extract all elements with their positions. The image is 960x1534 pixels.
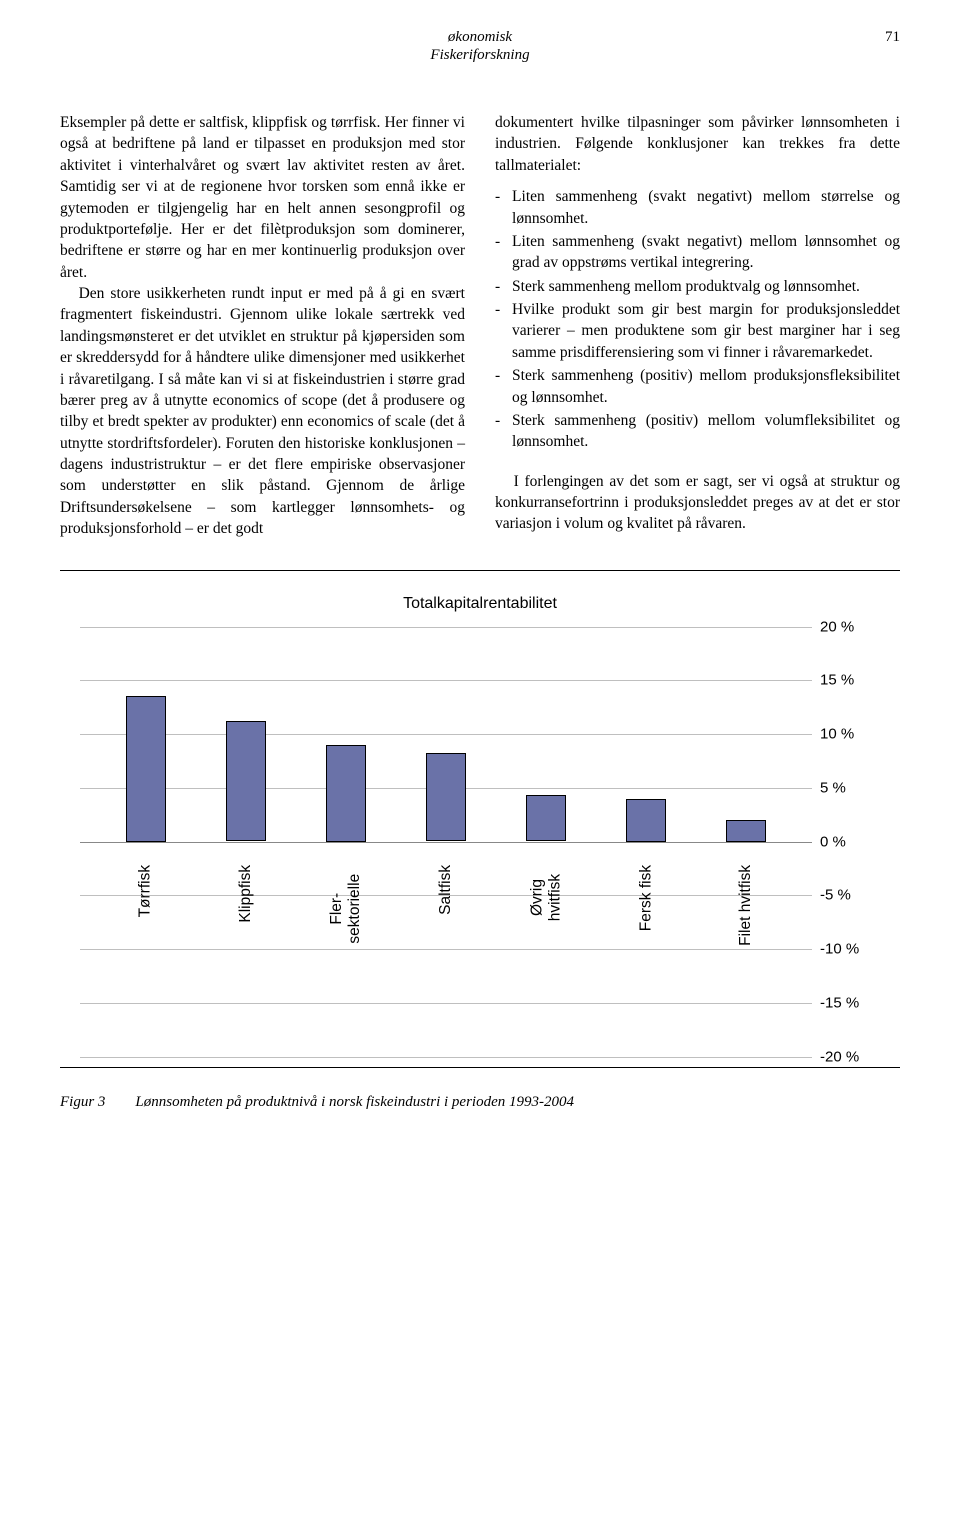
left-paragraph-2: Den store usikkerheten rundt input er me… [60,283,465,540]
bar-slot-6: Filet hvitfisk [696,627,796,1057]
category-label-2: Fler-sektorielle [328,873,364,943]
left-paragraph-1: Eksempler på dette er saltfisk, klippfis… [60,112,465,283]
y-tick-label: -20 % [820,1048,859,1065]
page-header: 71 økonomisk Fiskeriforskning [60,28,900,64]
right-intro: dokumentert hvilke tilpasninger som påvi… [495,112,900,176]
category-label-1: Klippfisk [237,864,255,922]
bar-slot-1: Klippfisk [196,627,296,1057]
y-tick-label: -15 % [820,994,859,1011]
bar-slot-5: Fersk fisk [596,627,696,1057]
bottom-rule [60,1067,900,1068]
bar-0 [126,696,166,841]
bullet-item-1: Liten sammenheng (svakt negativt) mellom… [495,231,900,274]
category-label-0: Tørrfisk [137,864,155,917]
y-tick-label: -10 % [820,941,859,958]
chart-plot: Tørrfisk Klippfisk Fler-sektorielle Saltfis… [80,627,812,1057]
figure-caption: Figur 3 Lønnsomheten på produktnivå i no… [60,1094,900,1111]
figure-text: Lønnsomheten på produktnivå i norsk fisk… [135,1094,574,1111]
right-column: dokumentert hvilke tilpasninger som påvi… [495,112,900,540]
bullet-item-5: Sterk sammenheng (positiv) mellom volumf… [495,410,900,453]
bar-4 [526,795,566,841]
bars-row: Tørrfisk Klippfisk Fler-sektorielle Saltfis… [96,627,796,1057]
bullet-list: Liten sammenheng (svakt negativt) mellom… [495,186,900,453]
category-label-5: Fersk fisk [637,864,655,930]
figure-number: Figur 3 [60,1094,105,1111]
left-column: Eksempler på dette er saltfisk, klippfis… [60,112,465,540]
page-number: 71 [885,28,900,46]
bar-2 [326,745,366,842]
y-tick-label: 20 % [820,618,854,635]
bar-slot-4: Øvrighvitfisk [496,627,596,1057]
bar-slot-3: Saltfisk [396,627,496,1057]
category-label-3: Saltfisk [437,864,455,914]
chart-block: Totalkapitalrentabilitet Tørrfisk Klippfi… [60,571,900,1067]
y-tick-label: -5 % [820,887,851,904]
category-label-6: Filet hvitfisk [737,864,755,945]
bar-3 [426,753,466,841]
category-label-4: Øvrighvitfisk [528,873,564,920]
y-axis-labels: 20 %15 %10 %5 %0 %-5 %-10 %-15 %-20 % [820,627,880,1057]
bar-slot-2: Fler-sektorielle [296,627,396,1057]
journal-name-line2: Fiskeriforskning [60,46,900,64]
y-tick-label: 15 % [820,672,854,689]
bullet-item-3: Hvilke produkt som gir best margin for p… [495,299,900,363]
bar-5 [626,799,666,842]
journal-name-line1: økonomisk [60,28,900,46]
right-outro: I forlengingen av det som er sagt, ser v… [495,471,900,535]
y-tick-label: 5 % [820,779,846,796]
gridline [80,1057,812,1058]
bullet-item-4: Sterk sammenheng (positiv) mellom produk… [495,365,900,408]
bullet-item-0: Liten sammenheng (svakt negativt) mellom… [495,186,900,229]
bullet-item-2: Sterk sammenheng mellom produktvalg og l… [495,276,900,297]
text-columns: Eksempler på dette er saltfisk, klippfis… [60,112,900,540]
chart-title: Totalkapitalrentabilitet [80,595,880,613]
chart-area: Tørrfisk Klippfisk Fler-sektorielle Saltfis… [80,627,880,1057]
y-tick-label: 10 % [820,726,854,743]
bar-1 [226,721,266,841]
bar-slot-0: Tørrfisk [96,627,196,1057]
y-tick-label: 0 % [820,833,846,850]
bar-6 [726,820,766,842]
